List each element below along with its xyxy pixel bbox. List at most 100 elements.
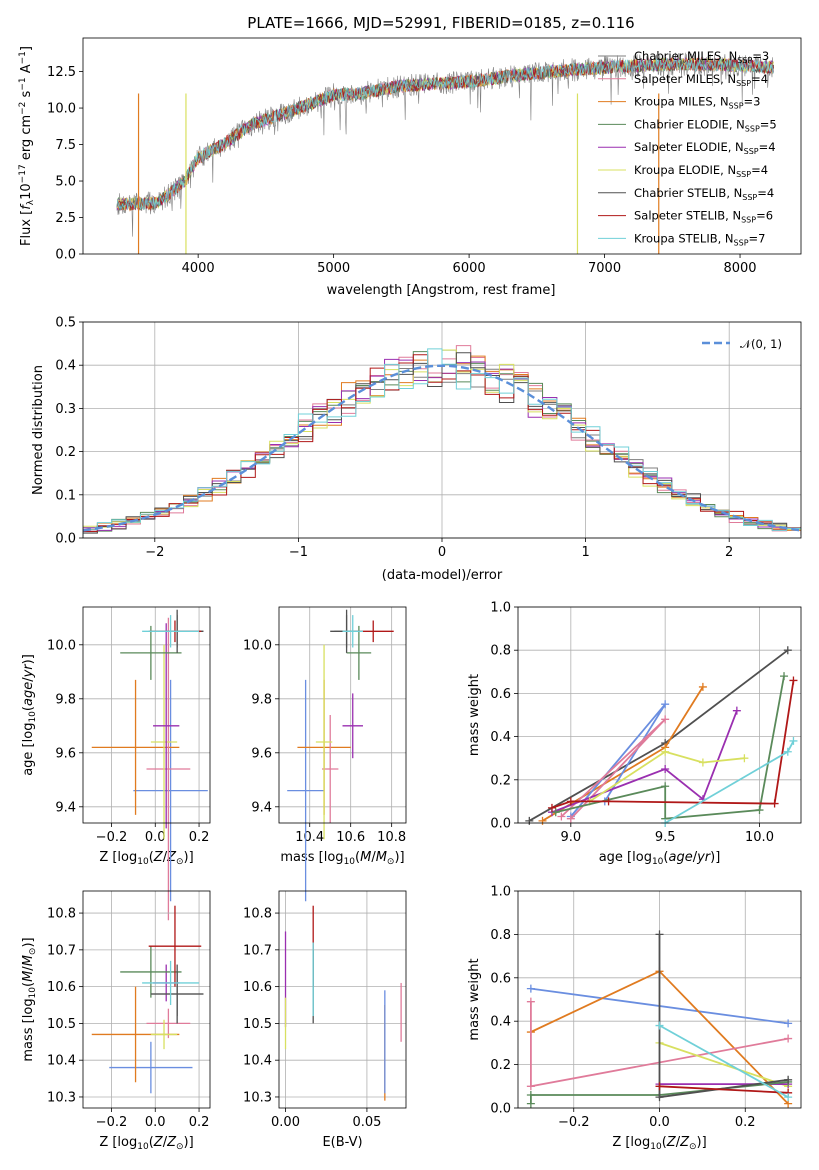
y-tick-label: 0.2 xyxy=(55,445,76,460)
weight-marker-chabrier_stelib xyxy=(655,930,664,939)
y-tick-label: 10.3 xyxy=(47,1090,76,1105)
y-tick-label: 1.0 xyxy=(490,885,511,900)
y-tick-label: 0.0 xyxy=(490,817,511,832)
x-tick-label: 0.0 xyxy=(145,830,166,845)
weight-marker-chabrier_stelib xyxy=(525,816,534,825)
legend-label-chabrier_stelib: Chabrier STELIB, NSSP=4 xyxy=(634,186,774,202)
y-tick-label: 9.4 xyxy=(251,800,272,815)
y-axis-label: mass weight xyxy=(467,958,482,1040)
weight-line-chabrier_stelib xyxy=(658,934,789,1099)
legend-label-salpeter_miles: Salpeter MILES, NSSP=4 xyxy=(634,72,768,88)
weight-marker-kroupa_miles xyxy=(698,682,707,691)
axes-frame xyxy=(82,606,211,824)
y-tick-label: 10.7 xyxy=(47,943,76,958)
weight-marker-salpeter_stelib xyxy=(789,676,798,685)
spectrum-model-salpeter_stelib xyxy=(116,57,774,211)
legend-label-kroupa_elodie: Kroupa ELODIE, NSSP=4 xyxy=(634,163,768,179)
residual-panel: −2 −1 0 1 2 0.0 0.1 0.2 0.3 0.4 0.5 (data-model)/er… xyxy=(31,316,802,583)
x-tick-label: −0.2 xyxy=(96,830,128,845)
x-tick-label: 6000 xyxy=(453,261,486,276)
weight-marker-salpeter_elodie xyxy=(732,706,741,715)
y-tick-label: 10.0 xyxy=(47,102,76,117)
weight-line-chabrier_stelib xyxy=(528,649,789,822)
y-tick-label: 10.5 xyxy=(47,1017,76,1032)
x-axis-label: Z [log10(Z/Z⊙)] xyxy=(99,1135,193,1152)
y-tick-label: 0.6 xyxy=(490,687,511,702)
weight-marker-kroupa_elodie xyxy=(661,747,670,756)
legend-label-salpeter_stelib: Salpeter STELIB, NSSP=6 xyxy=(634,209,773,225)
x-tick-label: 1 xyxy=(581,545,589,560)
weight-marker-salpeter_miles xyxy=(526,997,535,1006)
weight-marker-kroupa_elodie xyxy=(698,758,707,767)
x-axis-label: mass [log10(M/M⊙)] xyxy=(280,850,404,867)
weight-marker-salpeter_miles xyxy=(526,1082,535,1091)
y-tick-label: 9.6 xyxy=(55,746,76,761)
y-tick-label: 0.0 xyxy=(55,248,76,263)
axes-frame xyxy=(82,37,802,255)
x-axis-label: E(B-V) xyxy=(322,1135,362,1150)
x-axis-label: Z [log10(Z/Z⊙)] xyxy=(99,850,193,867)
axes-frame xyxy=(517,606,802,824)
spectrum-title: PLATE=1666, MJD=52991, FIBERID=0185, z=0… xyxy=(247,14,634,32)
x-tick-label: 0 xyxy=(438,545,446,560)
y-axis-label: mass [log10(M/M⊙)] xyxy=(21,937,38,1061)
spectrum-traces xyxy=(116,52,774,254)
weight-marker-kroupa_miles xyxy=(538,816,547,825)
weight-marker-chabrier_elodie xyxy=(526,1099,535,1108)
gaussian-curve xyxy=(83,364,801,532)
y-axis-label: Flux [fλ10−17 erg cm−2 s−1 A−1] xyxy=(18,46,36,246)
weight-marker-salpeter_stelib xyxy=(770,799,779,808)
hist-kroupa_stelib xyxy=(83,348,801,536)
x-tick-label: −1 xyxy=(289,545,308,560)
y-tick-label: 10.4 xyxy=(243,1054,272,1069)
weight-line-salpeter_stelib xyxy=(659,1085,789,1094)
x-tick-label: 0.00 xyxy=(271,1115,300,1130)
y-tick-label: 0.4 xyxy=(55,359,76,374)
x-axis-label: Z [log10(Z/Z⊙)] xyxy=(612,1135,706,1152)
x-tick-label: 0.2 xyxy=(189,830,210,845)
age-vs-mass-panel: 10.4 10.6 10.8 9.4 9.6 9.8 10.0 mass [log10(M/M… xyxy=(243,606,407,902)
legend-label-salpeter_elodie: Salpeter ELODIE, NSSP=4 xyxy=(634,140,776,156)
weight-line-kroupa_stelib xyxy=(659,1024,789,1098)
mass-vs-ebv-panel: 0.00 0.05 10.3 10.4 10.5 10.6 10.7 10.8 E(B-V) xyxy=(243,890,407,1150)
weight-marker-salpeter_elodie xyxy=(661,765,670,773)
x-tick-label: 9.5 xyxy=(655,830,676,845)
y-tick-label: 0.4 xyxy=(490,1015,511,1030)
x-tick-label: 2 xyxy=(725,545,733,560)
weight-line-kroupa_stelib xyxy=(664,740,795,824)
x-axis-label: age [log10(age/yr)] xyxy=(599,850,721,867)
weight-marker-blue xyxy=(526,984,535,993)
y-tick-label: 0.8 xyxy=(490,644,511,659)
y-axis-label: mass weight xyxy=(467,674,482,756)
y-tick-label: 10.7 xyxy=(243,943,272,958)
legend-label-chabrier_miles: Chabrier MILES, NSSP=3 xyxy=(634,49,769,65)
axes-frame xyxy=(278,606,407,824)
weight-marker-chabrier_stelib xyxy=(655,1093,664,1102)
x-tick-label: 0.2 xyxy=(189,1115,210,1130)
x-tick-label: 10.4 xyxy=(295,830,324,845)
x-tick-label: 4000 xyxy=(182,261,215,276)
x-axis-label: (data-model)/error xyxy=(382,568,503,583)
y-tick-label: 12.5 xyxy=(47,65,76,80)
weight-marker-chabrier_stelib xyxy=(783,646,792,655)
y-tick-label: 0.0 xyxy=(490,1102,511,1117)
y-tick-label: 0.5 xyxy=(55,316,76,331)
y-tick-label: 0.6 xyxy=(490,971,511,986)
weight-marker-kroupa_stelib xyxy=(784,1093,793,1102)
y-tick-label: 0.0 xyxy=(55,532,76,547)
weight-marker-chabrier_elodie xyxy=(551,808,560,817)
y-tick-label: 2.5 xyxy=(55,211,76,226)
weight-marker-chabrier_elodie xyxy=(526,1090,535,1099)
y-tick-label: 10.8 xyxy=(243,907,272,922)
x-tick-label: 10.8 xyxy=(377,830,406,845)
x-tick-label: −2 xyxy=(145,545,164,560)
legend-label-kroupa_stelib: Kroupa STELIB, NSSP=7 xyxy=(634,231,765,247)
x-tick-label: 9.0 xyxy=(560,830,581,845)
y-tick-label: 7.5 xyxy=(55,138,76,153)
weight-vs-age-panel: 9.0 9.5 10.0 0.0 0.2 0.4 0.6 0.8 1.0 age [log10(a… xyxy=(467,601,802,867)
x-tick-label: 10.6 xyxy=(336,830,365,845)
weight-vs-Z-panel: −0.2 0.0 0.2 0.0 0.2 0.4 0.6 0.8 1.0 Z [log10(Z/Z… xyxy=(467,885,802,1152)
weight-marker-kroupa_elodie xyxy=(740,754,749,763)
weight-marker-chabrier_elodie xyxy=(755,806,764,815)
